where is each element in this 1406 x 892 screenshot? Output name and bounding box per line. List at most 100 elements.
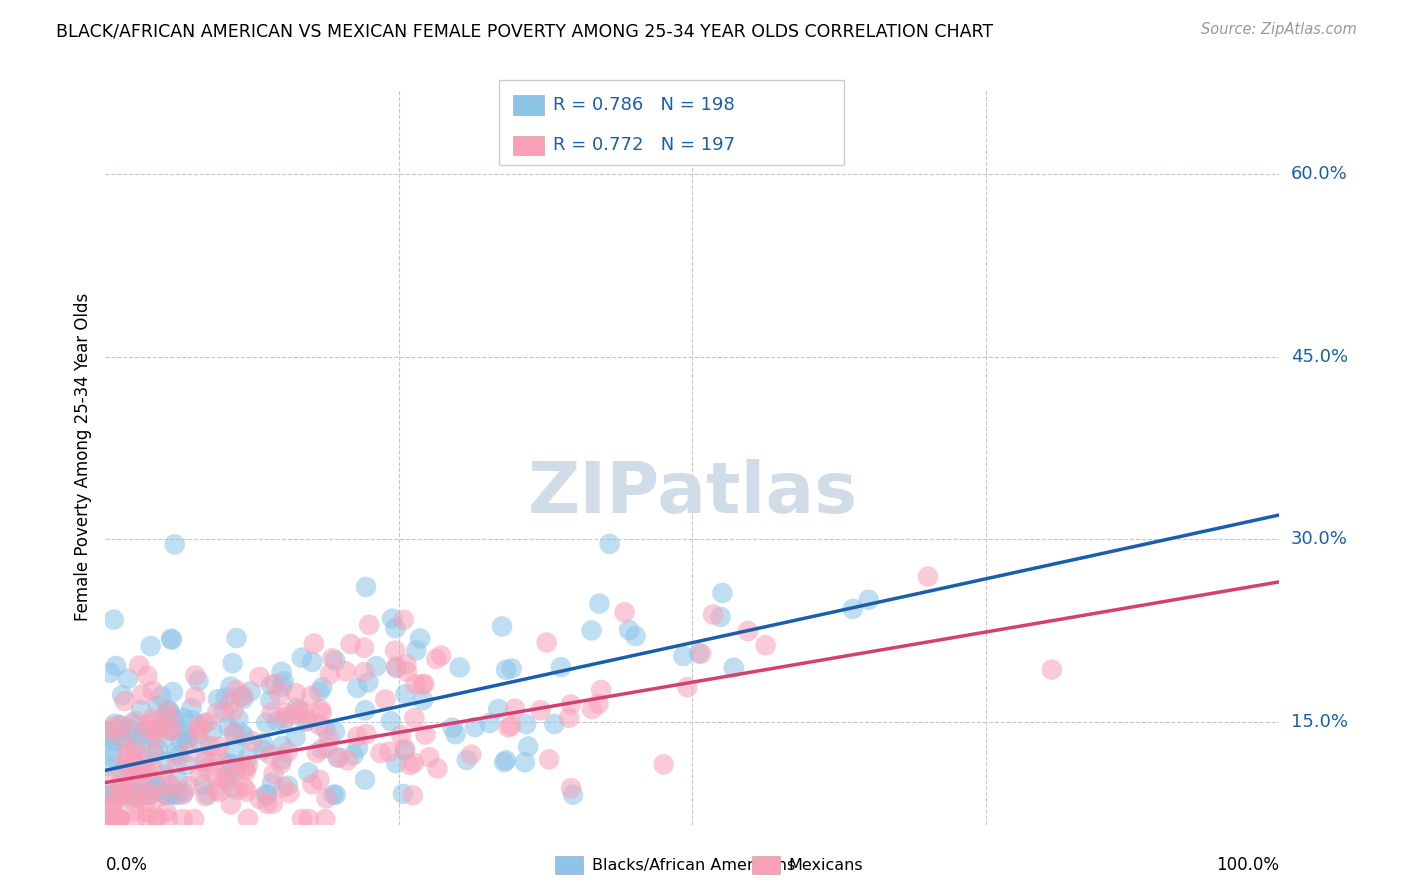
Point — [339, 637, 361, 651]
Point — [145, 779, 167, 793]
Point — [222, 704, 245, 718]
Point — [558, 711, 581, 725]
Point — [207, 692, 229, 706]
Point — [389, 728, 412, 742]
Point — [301, 655, 323, 669]
Point — [114, 694, 136, 708]
Point — [499, 719, 522, 733]
Point — [108, 812, 131, 826]
Point — [146, 812, 169, 826]
Point — [181, 713, 204, 727]
Point — [197, 788, 219, 802]
Point — [143, 747, 166, 761]
Point — [277, 745, 299, 759]
Point — [96, 725, 118, 739]
Point — [326, 750, 349, 764]
Point — [155, 704, 177, 718]
Point — [409, 632, 432, 646]
Point — [495, 663, 517, 677]
Point — [494, 755, 516, 769]
Point — [177, 779, 200, 793]
Point — [318, 731, 340, 745]
Point — [229, 690, 252, 704]
Point — [148, 742, 170, 756]
Point — [269, 688, 291, 702]
Point — [347, 740, 370, 755]
Point — [170, 734, 193, 748]
Point — [129, 733, 152, 747]
Point — [378, 745, 401, 759]
Point — [323, 724, 346, 739]
Point — [200, 739, 222, 754]
Point — [591, 683, 613, 698]
Point — [444, 727, 467, 741]
Point — [291, 650, 314, 665]
Point — [135, 723, 157, 737]
Point — [194, 789, 217, 803]
Point — [157, 705, 180, 719]
Point — [127, 788, 149, 802]
Point — [134, 754, 156, 768]
Point — [183, 812, 205, 826]
Point — [277, 779, 299, 793]
Point — [298, 812, 321, 826]
Point — [498, 721, 520, 735]
Point — [233, 761, 256, 775]
Point — [231, 726, 253, 740]
Point — [425, 652, 447, 666]
Point — [271, 680, 294, 694]
Point — [543, 717, 565, 731]
Point — [112, 764, 135, 778]
Point — [236, 812, 259, 826]
Point — [513, 756, 536, 770]
Point — [135, 764, 157, 779]
Point — [688, 647, 710, 661]
Point — [138, 717, 160, 731]
Point — [236, 785, 259, 799]
Point — [108, 718, 131, 732]
Point — [141, 714, 163, 729]
Point — [354, 727, 377, 741]
Point — [581, 624, 603, 638]
Text: 0.0%: 0.0% — [105, 855, 148, 873]
Point — [193, 778, 215, 792]
Point — [588, 597, 610, 611]
Point — [284, 730, 307, 744]
Point — [357, 675, 380, 690]
Point — [342, 748, 364, 763]
Point — [359, 618, 381, 632]
Point — [174, 757, 197, 772]
Point — [134, 788, 156, 802]
Point — [108, 787, 131, 801]
Point — [124, 788, 146, 802]
Text: ZIPatlas: ZIPatlas — [527, 459, 858, 528]
Point — [103, 733, 125, 747]
Point — [97, 730, 120, 744]
Point — [156, 722, 179, 736]
Point — [172, 711, 194, 725]
Point — [188, 769, 211, 783]
Point — [249, 670, 271, 684]
Point — [129, 703, 152, 717]
Point — [405, 643, 427, 657]
Point — [98, 788, 121, 802]
Point — [143, 783, 166, 797]
Point — [101, 812, 124, 826]
Point — [325, 654, 347, 668]
Point — [124, 742, 146, 756]
Point — [288, 704, 311, 718]
Point — [353, 665, 375, 679]
Point — [394, 743, 416, 757]
Point — [392, 613, 415, 627]
Point — [195, 715, 218, 730]
Point — [613, 605, 636, 619]
Point — [114, 737, 136, 751]
Point — [384, 643, 406, 657]
Point — [115, 747, 138, 762]
Point — [111, 688, 134, 702]
Point — [262, 797, 284, 811]
Point — [315, 791, 337, 805]
Point — [259, 747, 281, 762]
Point — [562, 788, 585, 802]
Point — [131, 788, 153, 802]
